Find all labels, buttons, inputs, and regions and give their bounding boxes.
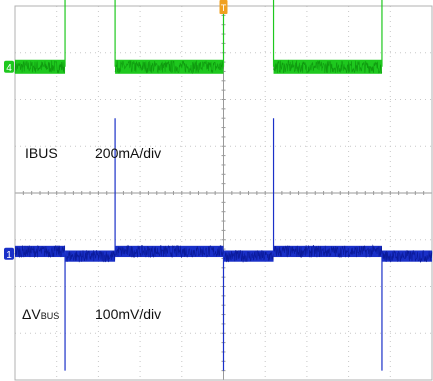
ch1-name-sub: BUS: [41, 311, 60, 321]
trigger-marker-box: [219, 0, 228, 14]
traces: [14, 0, 433, 371]
ch1-ground-marker: 1: [4, 247, 14, 261]
ch4-marker-label: 4: [6, 63, 12, 74]
ch1-level-band: [381, 250, 432, 262]
ch1-name-label: ΔVBUS: [22, 306, 59, 322]
ch1-trace-noise: [114, 244, 224, 259]
ch4-trace-noise: [273, 59, 383, 74]
ch1-marker-box: [4, 247, 14, 260]
ch4-ground-marker: 4: [4, 60, 14, 74]
ch4-name-label: IBUS: [25, 145, 58, 161]
ch1-marker-label: 1: [6, 250, 12, 261]
ch1-trace-noise: [381, 249, 433, 263]
ch4-scale-label: 200mA/div: [95, 145, 161, 161]
ch4-marker-box: [4, 60, 14, 73]
ch1-trace-noise: [14, 244, 65, 258]
ch1-scale-label: 100mV/div: [95, 306, 161, 322]
ch4-trace-noise: [114, 60, 224, 75]
ch1-trace-noise: [273, 244, 383, 258]
ch4-level-band: [15, 59, 66, 74]
ch1-trace-noise: [223, 250, 274, 263]
ch1-level-band: [115, 245, 224, 258]
trigger-marker: T: [219, 0, 228, 14]
trigger-marker-label: T: [221, 3, 227, 13]
ch1-level-band: [65, 250, 116, 262]
channel-markers: 4 1 T: [4, 0, 228, 261]
ch4-trace-noise: [14, 60, 65, 74]
ch1-trace-noise: [64, 250, 116, 263]
ch1-name-main: ΔV: [22, 306, 41, 322]
